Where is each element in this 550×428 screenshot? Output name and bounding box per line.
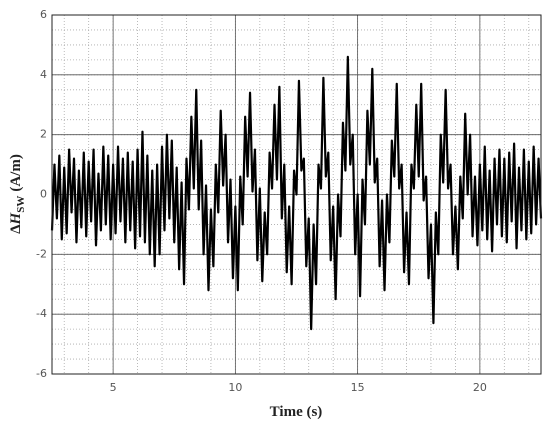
y-tick-label: 6 <box>40 8 47 21</box>
y-label-symbol: H <box>8 211 24 225</box>
signal-line <box>50 55 543 331</box>
x-tick-label: 5 <box>110 381 117 394</box>
y-label-subscript: SW <box>15 196 27 213</box>
y-tick-label: 2 <box>40 128 47 141</box>
y-tick-label: 4 <box>40 68 47 81</box>
y-axis-label: ΔHSW (A/m) <box>8 154 27 234</box>
plot-frame <box>51 14 542 375</box>
y-tick-label: 0 <box>40 188 47 201</box>
y-tick-label: -4 <box>36 307 47 320</box>
x-tick-label: 10 <box>228 381 242 394</box>
x-axis-label: Time (s) <box>270 404 323 420</box>
y-label-prefix: Δ <box>8 224 24 234</box>
x-tick-label: 15 <box>351 381 365 394</box>
y-label-unit: (A/m) <box>8 154 24 192</box>
y-tick-label: -2 <box>36 247 47 260</box>
x-tick-label: 20 <box>473 381 487 394</box>
y-tick-label: -6 <box>36 367 47 380</box>
